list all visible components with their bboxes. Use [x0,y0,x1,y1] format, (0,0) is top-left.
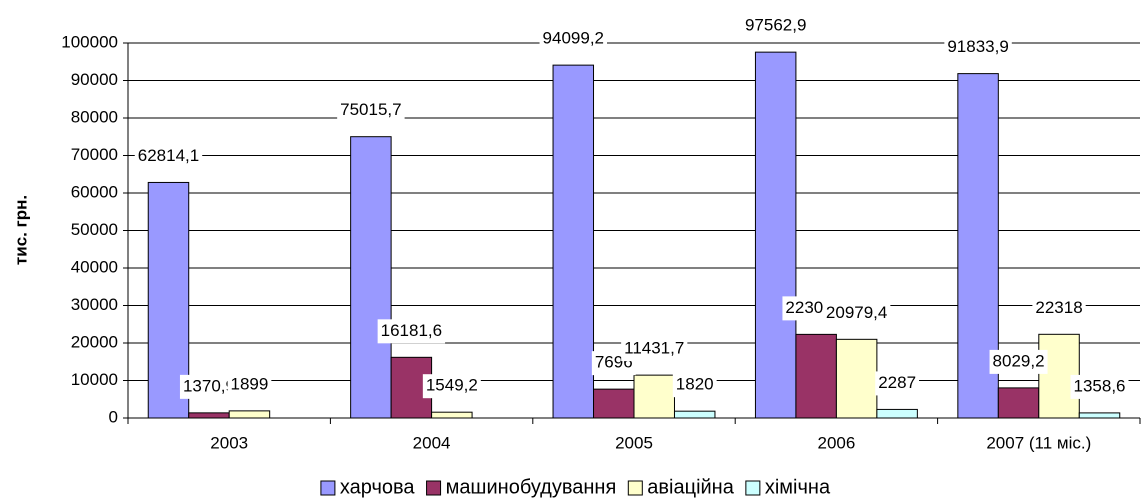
y-tick-label: 50000 [71,220,118,239]
data-label-bg [377,319,446,344]
bar [795,333,837,419]
data-label-bg [539,27,608,52]
y-tick-label: 60000 [71,182,118,201]
data-label-bg [741,14,810,39]
data-label-group: 16181,6 [377,319,446,344]
bar [876,408,918,419]
bar [350,136,392,419]
data-label-group: 91833,9 [944,35,1012,60]
bar [633,374,675,419]
data-label: 1358,6 [1074,376,1126,395]
legend-swatch [426,480,442,496]
data-label-group: 75015,7 [337,98,405,123]
data-label-group: 22318 [1032,296,1086,321]
data-label-bg [422,374,481,399]
bar [997,387,1040,419]
data-label-group: 94099,2 [539,27,608,52]
data-label-bg [672,373,717,398]
bar [957,73,999,419]
data-label: 20979,4 [826,303,887,322]
data-label: 1370,9 [183,376,235,395]
bar [673,410,716,419]
data-label-bg [944,35,1012,60]
data-label-group: 8029,2 [989,349,1048,374]
data-label: 1549,2 [426,376,478,395]
bar [754,51,797,419]
y-tick-label: 30000 [71,295,118,314]
x-tick-label: 2006 [817,433,855,452]
x-tick-label: 2007 (11 міс.) [986,433,1091,452]
bar [552,64,595,419]
data-label-bg [621,337,688,362]
y-tick-label: 100000 [61,32,118,51]
data-label-group: 1549,2 [422,374,481,399]
y-tick-label: 80000 [71,107,118,126]
data-label-bg [337,98,405,123]
y-tick-label: 40000 [71,257,118,276]
bar [1078,412,1121,419]
y-tick-label: 70000 [71,145,118,164]
legend-swatch [627,480,643,496]
bar [228,410,271,419]
x-tick-label: 2004 [413,433,451,452]
data-label-group: 1820 [672,373,717,398]
data-label: 11431,7 [624,339,684,358]
bar [431,411,473,419]
data-label-bg [227,372,272,397]
data-label-group: 97562,9 [741,14,810,39]
bar [835,338,878,419]
data-label-bg [989,349,1048,374]
legend-label: харчова [340,476,416,498]
legend-label: машинобудування [446,476,617,498]
data-label: 94099,2 [543,29,604,48]
y-tick-label: 10000 [71,370,118,389]
data-label: 97562,9 [745,16,806,35]
data-label-group: 1899 [227,372,272,397]
legend-swatch [320,480,336,496]
data-label: 91833,9 [947,37,1008,56]
legend-label: авіаційна [647,476,734,498]
legend-swatch [745,480,761,496]
data-label: 1899 [231,374,269,393]
legend: харчова машинобудування авіаційна хімічна [320,476,831,498]
bar [188,412,230,419]
data-label: 75015,7 [340,100,401,119]
data-label-group: 11431,7 [621,337,688,362]
data-label: 16181,6 [381,321,442,340]
data-label-bg [134,144,203,169]
data-label-bg [875,371,920,396]
legend-label: хімічна [765,476,831,498]
data-label-group: 1358,6 [1070,374,1129,399]
data-label-bg [1032,296,1086,321]
data-label: 62814,1 [138,146,199,165]
data-label-group: 62814,1 [134,144,203,169]
y-axis-label: тис. грн. [11,195,30,265]
x-tick-label: 2005 [615,433,653,452]
y-tick-label: 90000 [71,70,118,89]
data-label-bg [822,301,891,326]
data-label: 2287 [878,373,916,392]
data-label-group: 2287 [875,371,920,396]
data-label-group: 20979,4 [822,301,891,326]
data-label-bg [1070,374,1129,399]
data-label: 1820 [676,375,714,394]
bar [593,388,635,419]
data-label: 8029,2 [993,351,1045,370]
y-tick-label: 0 [109,407,118,426]
x-tick-label: 2003 [210,433,248,452]
y-tick-label: 20000 [71,332,118,351]
data-label: 22318 [1035,298,1082,317]
